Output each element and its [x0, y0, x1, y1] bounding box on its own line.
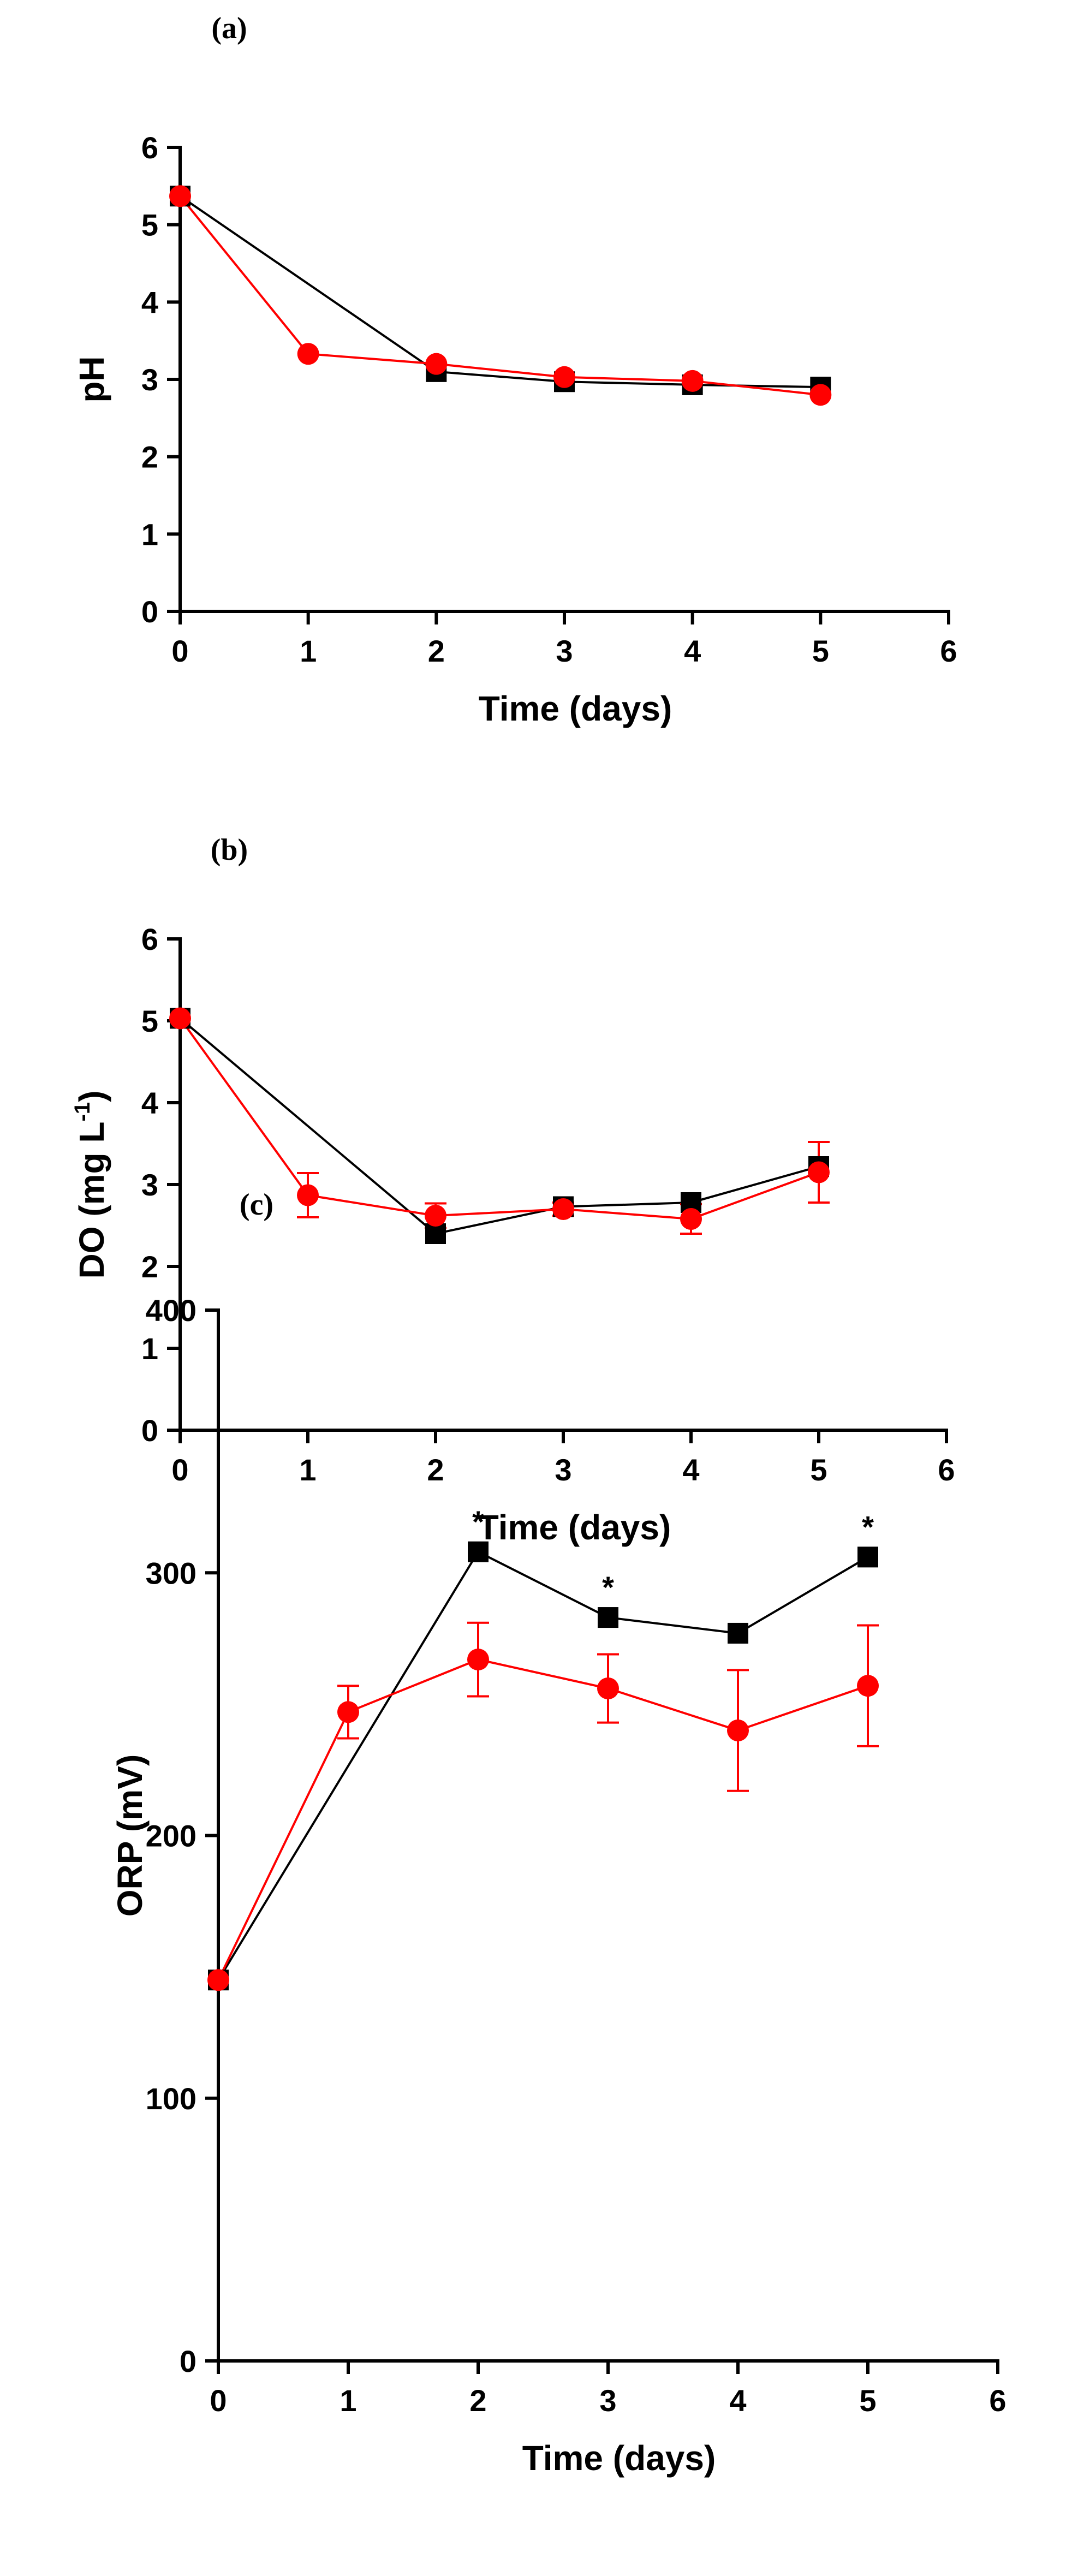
data-point-square: [857, 1546, 878, 1568]
significance-star: *: [862, 1509, 874, 1544]
x-tick-label: 5: [859, 2383, 876, 2418]
y-tick-label: 0: [180, 2344, 196, 2378]
y-tick-label: 4: [141, 285, 158, 319]
y-tick-label: 4: [141, 1086, 158, 1120]
x-tick-label: 2: [427, 1453, 444, 1487]
x-tick-label: 4: [682, 1453, 699, 1487]
x-tick-label: 5: [812, 634, 829, 668]
y-tick-label: 6: [141, 922, 158, 956]
x-tick-label: 6: [938, 1453, 955, 1487]
data-point-circle: [425, 353, 448, 375]
panel-label: (b): [211, 833, 248, 867]
x-tick-label: 6: [989, 2383, 1006, 2418]
y-tick-label: 100: [146, 2081, 196, 2116]
y-tick-label: 6: [141, 130, 158, 165]
y-tick-label: 2: [141, 440, 158, 474]
x-tick-label: 2: [428, 634, 445, 668]
data-point-circle: [680, 1208, 702, 1230]
panel-b: (b) 0 1 2 3 4 5 6 0 1 2 3 4 5 6 Time (days) DO (mg L-1): [70, 833, 955, 1547]
data-point-circle: [597, 1677, 619, 1699]
data-point-circle: [553, 366, 575, 388]
y-tick-label: 1: [141, 1331, 158, 1366]
y-axis-title: pH: [72, 356, 111, 402]
x-tick-label: 3: [555, 1453, 571, 1487]
x-tick-label: 1: [299, 1453, 316, 1487]
y-axis-title-part: DO (mg L: [72, 1121, 111, 1278]
x-tick-label: 0: [171, 634, 188, 668]
x-tick-label: 6: [940, 634, 957, 668]
data-point-circle: [467, 1649, 489, 1671]
y-tick-label: 200: [146, 1819, 196, 1853]
data-point-circle: [169, 185, 191, 207]
series-line-red-circles: [217, 1658, 868, 1981]
series-line-black-squares: [217, 1550, 869, 1981]
data-point-circle: [808, 1161, 830, 1183]
x-tick-label: 0: [210, 2383, 227, 2418]
series-line-red-circles: [179, 195, 821, 396]
x-tick-label: 3: [556, 634, 573, 668]
y-tick-label: 400: [146, 1293, 196, 1328]
x-tick-label: 4: [729, 2383, 746, 2418]
y-tick-label: 3: [141, 362, 158, 397]
y-tick-label: 0: [141, 1413, 158, 1448]
y-tick-label: 5: [141, 1004, 158, 1038]
y-tick-label: 300: [146, 1556, 196, 1590]
y-axis-title-part: -1: [70, 1102, 94, 1122]
x-axis-title: Time (days): [479, 689, 672, 728]
data-point-circle: [297, 343, 319, 365]
series-line-black-squares: [179, 1017, 819, 1235]
x-tick-label: 4: [684, 634, 701, 668]
data-point-circle: [857, 1675, 879, 1697]
x-axis-title: Time (days): [522, 2438, 716, 2478]
data-point-circle: [809, 384, 832, 406]
y-axis-title-part: pH: [72, 356, 111, 402]
data-point-square: [598, 1607, 618, 1628]
significance-star: *: [602, 1570, 614, 1604]
x-axis-title: Time (days): [478, 1508, 671, 1547]
x-tick-label: 3: [599, 2383, 616, 2418]
data-point-circle: [337, 1701, 359, 1723]
panel-a: (a) 0 1 2 3 4 5 6 0 1 2 3 4 5 6 Time (days) pH: [72, 11, 957, 728]
data-point-circle: [207, 1969, 229, 1991]
y-tick-label: 5: [141, 208, 158, 242]
x-tick-label: 1: [340, 2383, 356, 2418]
data-point-circle: [727, 1720, 749, 1741]
y-tick-label: 2: [141, 1250, 158, 1284]
x-tick-label: 1: [300, 634, 317, 668]
x-tick-label: 0: [171, 1453, 188, 1487]
series-line-red-circles: [179, 1018, 819, 1221]
y-axis-title: DO (mg L-1): [70, 1091, 111, 1279]
y-tick-label: 0: [141, 594, 158, 629]
data-point-circle: [169, 1007, 191, 1030]
series-line-black-squares: [179, 195, 821, 389]
y-axis-title-part: ORP (mV): [110, 1754, 150, 1917]
y-axis-title-part: ): [72, 1091, 111, 1102]
data-point-circle: [552, 1198, 574, 1220]
panel-label: (c): [240, 1188, 273, 1222]
panel-label: (a): [211, 11, 247, 45]
data-point-square: [468, 1541, 489, 1562]
data-point-circle: [425, 1205, 446, 1227]
x-tick-label: 2: [469, 2383, 486, 2418]
significance-star: *: [472, 1504, 484, 1539]
data-point-circle: [297, 1184, 319, 1206]
data-point-circle: [681, 370, 704, 392]
x-tick-label: 5: [810, 1453, 827, 1487]
y-tick-label: 1: [141, 517, 158, 551]
data-point-square: [425, 1223, 446, 1244]
data-point-square: [728, 1622, 748, 1644]
y-tick-label: 3: [141, 1168, 158, 1202]
y-axis-title: ORP (mV): [110, 1754, 150, 1917]
